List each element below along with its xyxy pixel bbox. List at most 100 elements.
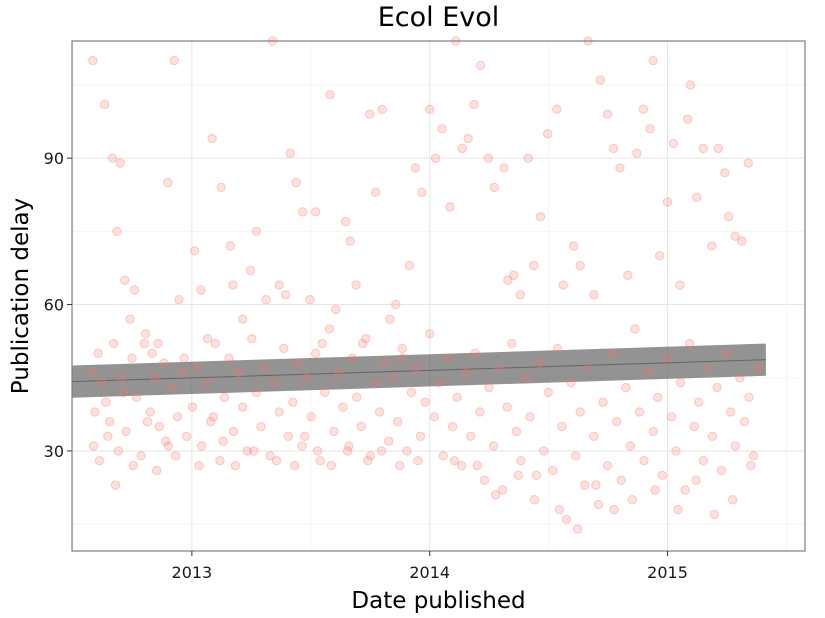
data-point xyxy=(127,353,137,363)
data-point xyxy=(709,509,720,520)
data-point xyxy=(437,124,447,134)
data-point xyxy=(147,348,157,359)
data-point xyxy=(593,499,604,510)
data-point xyxy=(192,363,202,373)
data-point xyxy=(621,382,631,393)
data-point xyxy=(744,392,754,402)
data-point xyxy=(724,211,734,222)
data-point xyxy=(425,104,435,115)
data-point xyxy=(357,338,368,349)
data-point xyxy=(94,456,105,466)
data-point xyxy=(554,504,565,515)
data-point xyxy=(170,451,181,461)
data-point xyxy=(489,182,499,193)
data-point xyxy=(206,416,216,427)
data-point xyxy=(118,387,129,398)
data-point xyxy=(595,75,606,85)
data-point xyxy=(479,475,490,485)
data-point xyxy=(310,348,321,359)
data-point xyxy=(224,353,234,363)
data-point xyxy=(256,421,266,432)
data-point xyxy=(202,334,213,344)
data-point xyxy=(347,353,357,363)
data-point xyxy=(743,158,754,168)
data-point xyxy=(365,109,375,119)
data-point xyxy=(121,426,131,437)
data-point xyxy=(675,377,686,388)
data-point xyxy=(150,373,160,383)
data-point xyxy=(607,348,617,359)
data-point xyxy=(344,441,354,451)
data-point xyxy=(116,373,127,383)
data-point xyxy=(452,392,462,402)
data-point xyxy=(602,460,613,471)
data-point xyxy=(520,373,531,383)
data-point xyxy=(438,451,449,461)
data-point xyxy=(483,153,494,163)
data-point xyxy=(128,460,138,471)
data-point xyxy=(103,431,113,442)
data-point xyxy=(507,338,517,349)
data-point xyxy=(698,143,709,154)
data-point xyxy=(385,314,395,324)
data-point xyxy=(470,348,481,359)
data-point xyxy=(88,441,99,451)
data-point xyxy=(365,451,376,461)
data-point xyxy=(230,460,241,471)
data-point xyxy=(525,412,535,422)
data-point xyxy=(657,470,668,481)
trend-layer xyxy=(71,343,766,398)
trend-line xyxy=(71,359,766,383)
data-point xyxy=(420,397,430,407)
data-point xyxy=(558,280,568,290)
points-layer xyxy=(87,36,763,534)
data-point xyxy=(238,314,248,324)
data-point xyxy=(529,495,540,505)
data-point xyxy=(493,363,503,373)
data-point xyxy=(120,275,130,285)
data-point xyxy=(689,421,699,432)
data-point xyxy=(324,324,335,334)
data-point xyxy=(466,431,476,442)
data-point xyxy=(461,368,471,378)
data-point xyxy=(154,421,165,432)
data-point xyxy=(627,495,638,505)
data-point xyxy=(291,177,301,188)
data-point xyxy=(698,456,709,466)
data-point xyxy=(152,465,162,476)
data-point xyxy=(737,236,747,246)
data-point xyxy=(99,99,110,110)
data-point xyxy=(425,329,435,339)
data-point xyxy=(488,441,499,451)
data-point xyxy=(653,392,663,402)
data-point xyxy=(443,353,453,363)
data-point xyxy=(472,460,482,471)
data-point xyxy=(249,446,259,456)
data-point xyxy=(163,441,174,451)
data-point xyxy=(374,407,385,417)
data-point xyxy=(208,412,219,422)
data-point xyxy=(434,377,444,388)
data-point xyxy=(430,153,441,163)
data-point xyxy=(306,412,316,422)
data-point xyxy=(356,421,366,432)
data-point xyxy=(429,412,439,422)
data-point xyxy=(169,55,179,66)
data-point xyxy=(161,436,171,446)
data-point xyxy=(634,407,645,417)
data-point xyxy=(251,387,262,398)
x-axis-title: Date published xyxy=(351,588,525,614)
data-point xyxy=(720,168,730,178)
data-point xyxy=(207,133,217,144)
data-point xyxy=(475,60,486,71)
data-point xyxy=(110,480,121,490)
data-point xyxy=(196,441,207,451)
data-point xyxy=(645,124,655,134)
data-point xyxy=(168,382,178,393)
data-point xyxy=(552,104,562,115)
data-point xyxy=(721,348,731,359)
data-point xyxy=(292,358,303,368)
x-tick-label: 2015 xyxy=(647,563,688,582)
data-point xyxy=(247,334,257,344)
